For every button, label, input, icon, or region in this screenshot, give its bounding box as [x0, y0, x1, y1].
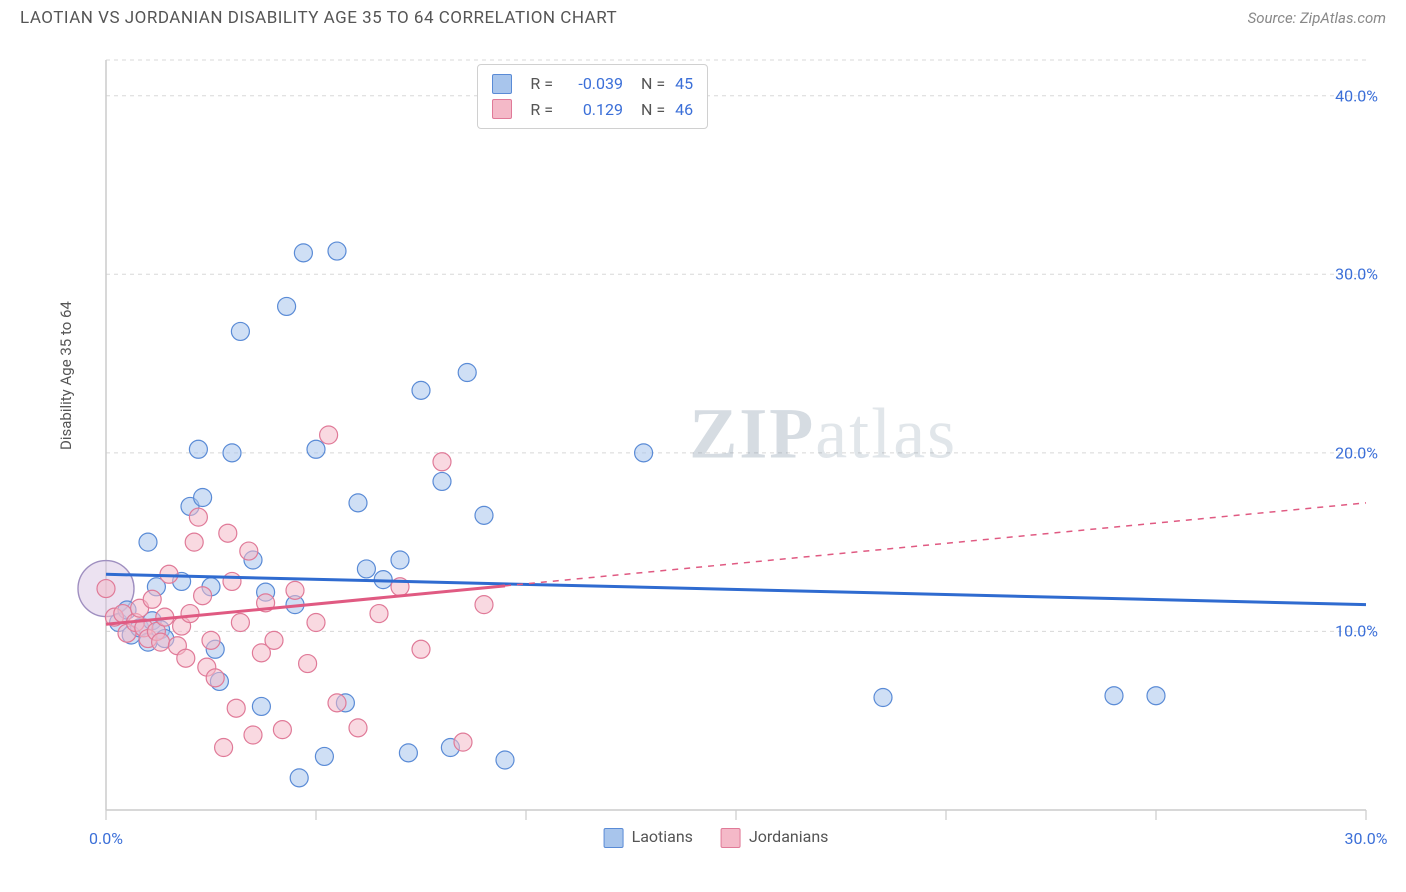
x-tick-label: 30.0%	[1345, 829, 1388, 848]
legend-label: Laotians	[632, 827, 693, 846]
legend-swatch	[604, 828, 624, 848]
legend-item: Laotians	[604, 827, 693, 848]
n-label: N =	[641, 71, 665, 97]
legend-swatch	[721, 828, 741, 848]
y-tick-label: 30.0%	[1335, 265, 1378, 284]
y-tick-label: 20.0%	[1335, 443, 1378, 462]
bottom-legend: Laotians Jordanians	[604, 827, 829, 848]
y-tick-label: 40.0%	[1335, 86, 1378, 105]
n-value: 45	[675, 71, 693, 97]
r-label: R =	[530, 71, 553, 97]
x-tick-label: 0.0%	[89, 829, 123, 848]
chart-source: Source: ZipAtlas.com	[1248, 9, 1386, 27]
legend-swatch	[492, 99, 512, 119]
correlation-row: R = 0.129 N = 46	[492, 97, 693, 123]
correlation-legend: R = -0.039 N = 45 R = 0.129 N = 46	[477, 64, 708, 129]
y-tick-label: 10.0%	[1335, 622, 1378, 641]
r-label: R =	[530, 97, 553, 123]
y-axis-label: Disability Age 35 to 64	[57, 301, 75, 450]
correlation-row: R = -0.039 N = 45	[492, 71, 693, 97]
legend-item: Jordanians	[721, 827, 828, 848]
chart-title: LAOTIAN VS JORDANIAN DISABILITY AGE 35 T…	[20, 8, 617, 28]
legend-swatch	[492, 74, 512, 94]
legend-label: Jordanians	[749, 827, 828, 846]
n-label: N =	[641, 97, 665, 123]
r-value: -0.039	[563, 71, 623, 97]
chart-header: LAOTIAN VS JORDANIAN DISABILITY AGE 35 T…	[0, 0, 1406, 32]
chart-container: Disability Age 35 to 64 ZIPatlas 10.0%20…	[46, 50, 1386, 850]
r-value: 0.129	[563, 97, 623, 123]
scatter-plot	[46, 50, 1386, 850]
n-value: 46	[675, 97, 693, 123]
